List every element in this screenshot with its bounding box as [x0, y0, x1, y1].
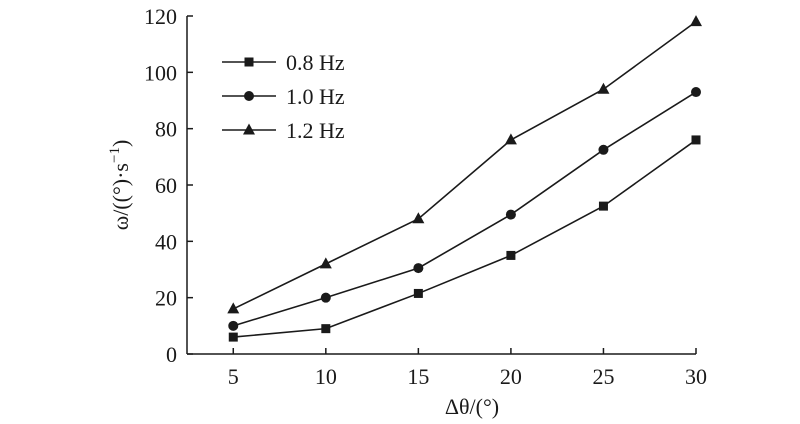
legend-label: 0.8 Hz — [286, 50, 345, 75]
data-point — [413, 288, 423, 298]
data-point — [506, 250, 516, 260]
legend-marker — [244, 91, 254, 101]
data-point — [412, 212, 425, 224]
plot-area: 0 20 40 60 80 100 120 5 10 15 20 25 30 — [144, 4, 707, 389]
data-point — [228, 320, 239, 331]
y-tick-label: 60 — [155, 173, 177, 198]
y-tick-label: 40 — [155, 229, 177, 254]
y-axis-title-main: ω/((°)·s — [108, 163, 133, 230]
data-point — [691, 135, 701, 145]
y-axis-title: ω/((°)·s−1) — [107, 140, 133, 231]
series-line — [232, 20, 697, 310]
series-line — [233, 91, 697, 327]
legend-item: 1.2 Hz — [222, 118, 345, 143]
x-tick-label: 20 — [500, 364, 522, 389]
data-point — [321, 324, 331, 334]
x-axis-title: Δθ/(°) — [445, 394, 499, 419]
legend-label: 1.2 Hz — [286, 118, 345, 143]
series-triangle — [227, 15, 702, 314]
y-tick-label: 100 — [144, 60, 177, 85]
data-point — [228, 332, 238, 342]
series-circle — [228, 87, 701, 331]
series-layer — [227, 15, 702, 342]
x-tick-label: 10 — [315, 364, 337, 389]
data-point — [598, 144, 609, 155]
y-axis-ticks: 0 20 40 60 80 100 120 — [144, 4, 193, 367]
legend-item: 0.8 Hz — [222, 50, 345, 75]
y-tick-label: 20 — [155, 286, 177, 311]
x-tick-label: 15 — [407, 364, 429, 389]
data-point — [504, 133, 517, 145]
data-point — [227, 302, 240, 314]
series-square — [228, 135, 701, 342]
legend-item: 1.0 Hz — [222, 84, 345, 109]
y-axis-title-superscript: −1 — [107, 147, 123, 163]
data-point — [598, 201, 608, 211]
data-point — [320, 292, 331, 303]
legend: 0.8 Hz 1.0 Hz 1.2 Hz — [222, 50, 345, 143]
x-axis-ticks: 5 10 15 20 25 30 — [228, 348, 707, 389]
legend-marker — [244, 57, 254, 67]
data-point — [690, 15, 702, 27]
y-tick-label: 0 — [166, 342, 177, 367]
data-point — [319, 257, 332, 269]
legend-label: 1.0 Hz — [286, 84, 345, 109]
y-axis-title-close: ) — [108, 140, 133, 147]
x-tick-label: 5 — [228, 364, 239, 389]
data-point — [691, 87, 701, 98]
data-point — [505, 209, 516, 220]
y-tick-label: 120 — [144, 4, 177, 29]
x-tick-label: 25 — [592, 364, 614, 389]
data-point — [597, 82, 610, 94]
data-point — [413, 263, 424, 274]
x-tick-label: 30 — [685, 364, 707, 389]
legend-marker — [243, 123, 255, 135]
series-line — [233, 139, 697, 338]
y-tick-label: 80 — [155, 117, 177, 142]
